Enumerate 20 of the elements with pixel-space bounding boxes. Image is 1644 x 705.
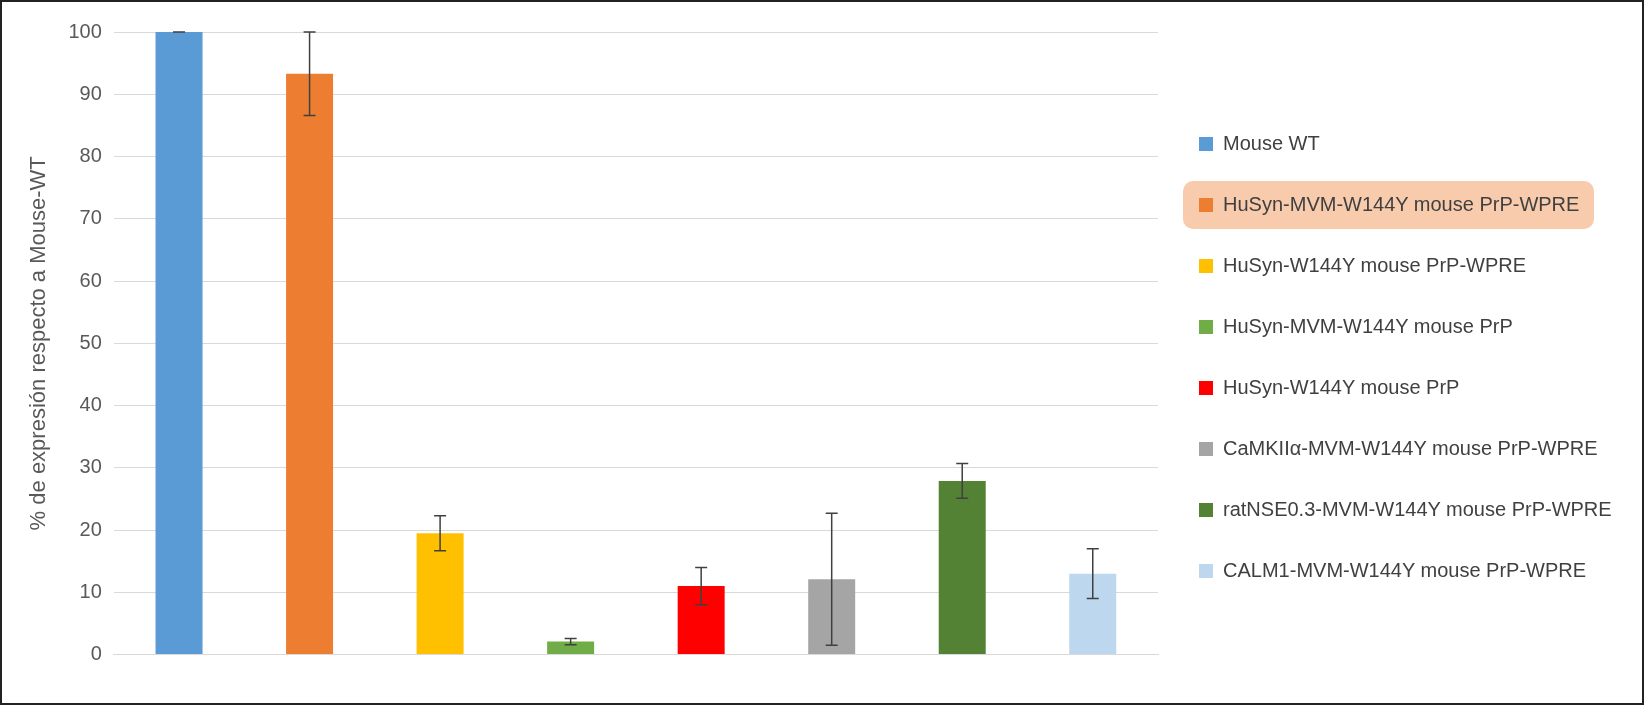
y-tick-label: 50 [79, 330, 102, 353]
y-tick-label: 60 [79, 268, 102, 291]
legend-label: ratNSE0.3-MVM-W144Y mouse PrP-WPRE [1223, 497, 1612, 520]
legend-label: CALM1-MVM-W144Y mouse PrP-WPRE [1223, 558, 1587, 581]
y-tick-label: 90 [79, 81, 102, 104]
y-tick-label: 80 [79, 144, 102, 167]
legend-label: Mouse WT [1223, 131, 1320, 154]
y-tick-label: 40 [79, 393, 102, 416]
y-tick-label: 20 [79, 517, 102, 540]
y-tick-label: 100 [68, 19, 102, 42]
y-tick-label: 30 [79, 455, 102, 478]
legend-label: HuSyn-MVM-W144Y mouse PrP [1223, 314, 1513, 337]
legend-label: CaMKIIα-MVM-W144Y mouse PrP-WPRE [1223, 436, 1598, 459]
y-tick-label: 70 [79, 206, 102, 229]
y-tick-label: 0 [90, 642, 102, 665]
legend-label: HuSyn-W144Y mouse PrP [1223, 375, 1460, 398]
legend-label: HuSyn-W144Y mouse PrP-WPRE [1223, 253, 1527, 276]
legend-label: HuSyn-MVM-W144Y mouse PrP-WPRE [1223, 192, 1580, 215]
y-tick-label: 10 [79, 579, 102, 602]
y-axis-title: % de expresión respecto a Mouse-WT [25, 156, 51, 531]
